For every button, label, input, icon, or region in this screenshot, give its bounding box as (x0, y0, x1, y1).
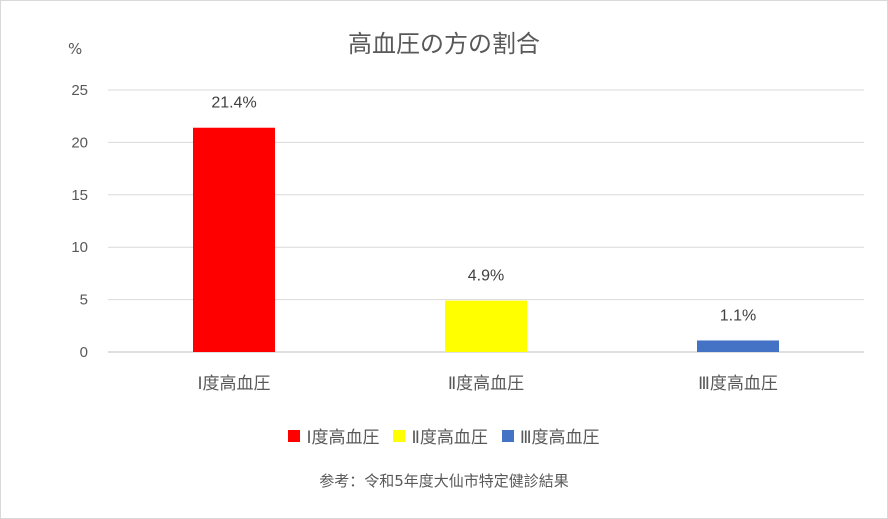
data-label-3: 1.1% (720, 307, 756, 324)
legend-label-1: Ⅰ度高血圧 (306, 428, 380, 448)
data-label-2: 4.9% (468, 268, 504, 285)
y-tick-label-20: 20 (71, 134, 88, 151)
legend-label-3: Ⅲ度高血圧 (519, 428, 600, 448)
y-axis-unit: % (68, 40, 83, 58)
bar-3 (697, 340, 779, 352)
x-category-label-2: Ⅱ度高血圧 (448, 374, 524, 394)
legend-label-2: Ⅱ度高血圧 (411, 428, 488, 448)
legend-item-3: Ⅲ度高血圧 (501, 423, 600, 448)
x-category-label-1: Ⅰ度高血圧 (197, 374, 270, 394)
legend-swatch-1 (288, 429, 301, 442)
source-note: 参考：令和5年度大仙市特定健診結果 (319, 472, 569, 490)
y-tick-label-10: 10 (71, 239, 88, 256)
bar-1 (193, 127, 275, 352)
legend-item-1: Ⅰ度高血圧 (288, 423, 379, 448)
y-tick-label-25: 25 (71, 82, 88, 99)
legend-item-2: Ⅱ度高血圧 (393, 423, 488, 448)
x-category-label-3: Ⅲ度高血圧 (698, 374, 778, 394)
legend-swatch-2 (393, 429, 406, 442)
y-tick-label-0: 0 (80, 344, 88, 361)
chart-title: 高血圧の方の割合 (348, 30, 540, 58)
legend: Ⅰ度高血圧 Ⅱ度高血圧 Ⅲ度高血圧 (0, 423, 888, 448)
y-tick-label-5: 5 (80, 292, 88, 309)
data-label-1: 21.4% (211, 95, 256, 112)
bar-2 (445, 300, 527, 352)
y-tick-label-15: 15 (71, 187, 88, 204)
legend-swatch-3 (501, 429, 514, 442)
